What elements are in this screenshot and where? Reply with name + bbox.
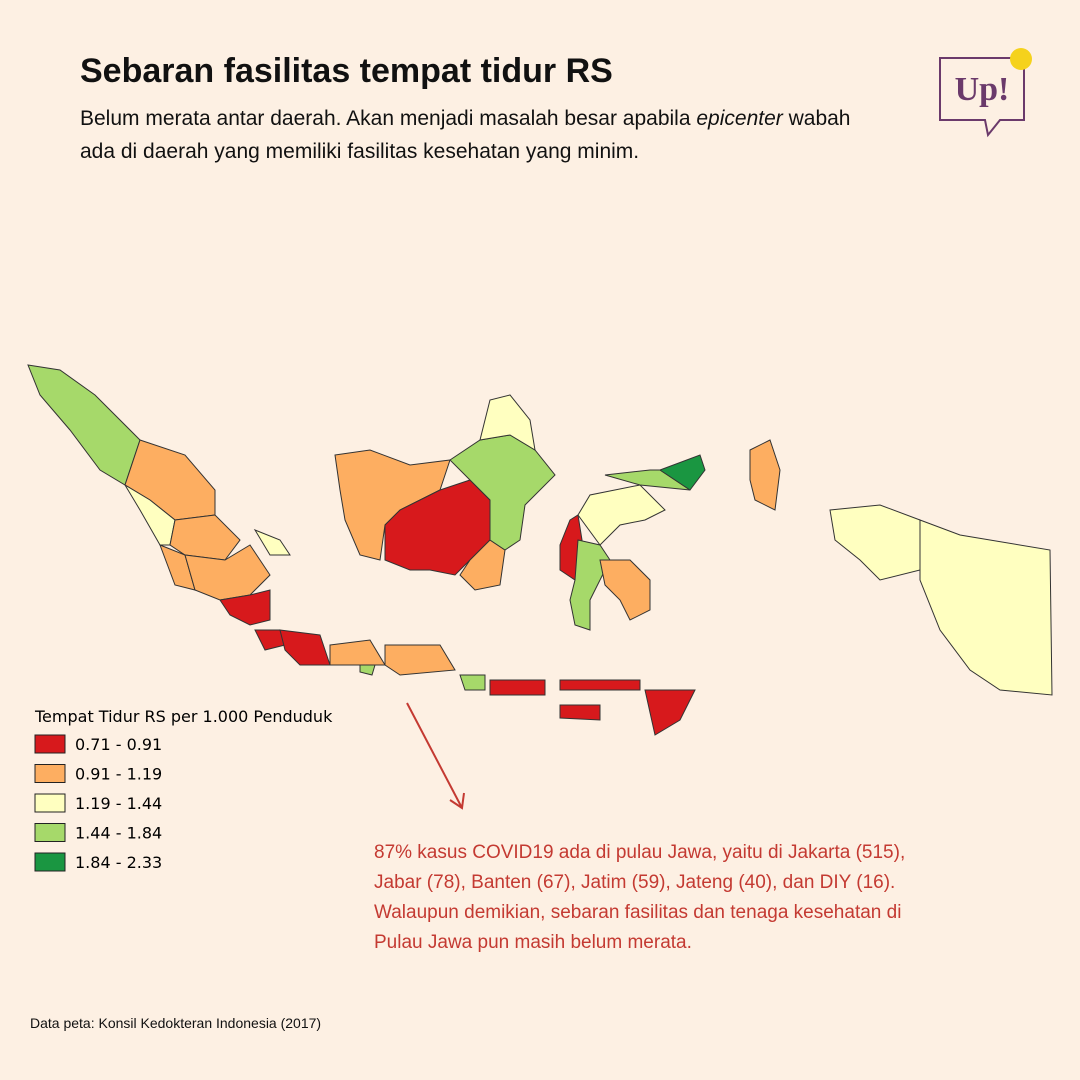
province <box>479 394 536 451</box>
province <box>658 454 706 491</box>
legend-label: 1.44 - 1.84 <box>75 824 162 843</box>
legend-swatch <box>34 764 66 783</box>
province <box>919 519 1053 696</box>
arrow-line <box>406 702 463 809</box>
subtitle-emphasis: epicenter <box>696 107 783 130</box>
province <box>384 644 456 676</box>
legend-swatch <box>34 852 66 872</box>
arrow <box>406 702 465 810</box>
legend: 0.71 - 0.91 0.91 - 1.19 1.19 - 1.44 1.44 - … <box>34 734 162 872</box>
province <box>459 674 486 691</box>
legend-title: Tempat Tidur RS per 1.000 Penduduk <box>34 707 333 726</box>
province <box>644 689 696 736</box>
province <box>559 679 641 691</box>
logo-dot <box>1010 48 1032 70</box>
province <box>279 629 331 666</box>
province <box>329 639 386 666</box>
legend-swatch <box>34 823 66 842</box>
subtitle-text: Belum merata antar daerah. Akan menjadi … <box>80 107 697 130</box>
subtitle: Belum merata antar daerah. Akan menjadi … <box>80 102 880 168</box>
province <box>749 439 781 511</box>
province <box>27 364 141 486</box>
legend-label: 0.91 - 1.19 <box>75 765 162 784</box>
province <box>599 559 651 621</box>
logo: Up! <box>939 48 1032 138</box>
arrow-head <box>449 792 465 810</box>
province <box>559 704 601 721</box>
legend-label: 1.19 - 1.44 <box>75 794 162 813</box>
province <box>184 544 271 601</box>
logo-text: Up! <box>955 71 1010 108</box>
province <box>577 484 666 546</box>
source: Data peta: Konsil Kedokteran Indonesia (… <box>30 1015 322 1031</box>
subtitle-text: wabah ada di daerah yang memiliki fasili… <box>80 107 851 163</box>
provinces <box>27 364 1053 736</box>
annotation: 87% kasus COVID19 ada di pulau Jawa, yai… <box>374 842 906 953</box>
legend-label: 1.84 - 2.33 <box>75 853 162 872</box>
province <box>253 528 291 556</box>
province <box>359 664 376 676</box>
title: Sebaran fasilitas tempat tidur RS <box>80 52 613 90</box>
province <box>489 679 546 696</box>
province <box>829 504 921 581</box>
legend-swatch <box>34 734 66 754</box>
province <box>219 589 271 626</box>
legend-swatch <box>34 793 66 813</box>
legend-label: 0.71 - 0.91 <box>75 735 162 754</box>
